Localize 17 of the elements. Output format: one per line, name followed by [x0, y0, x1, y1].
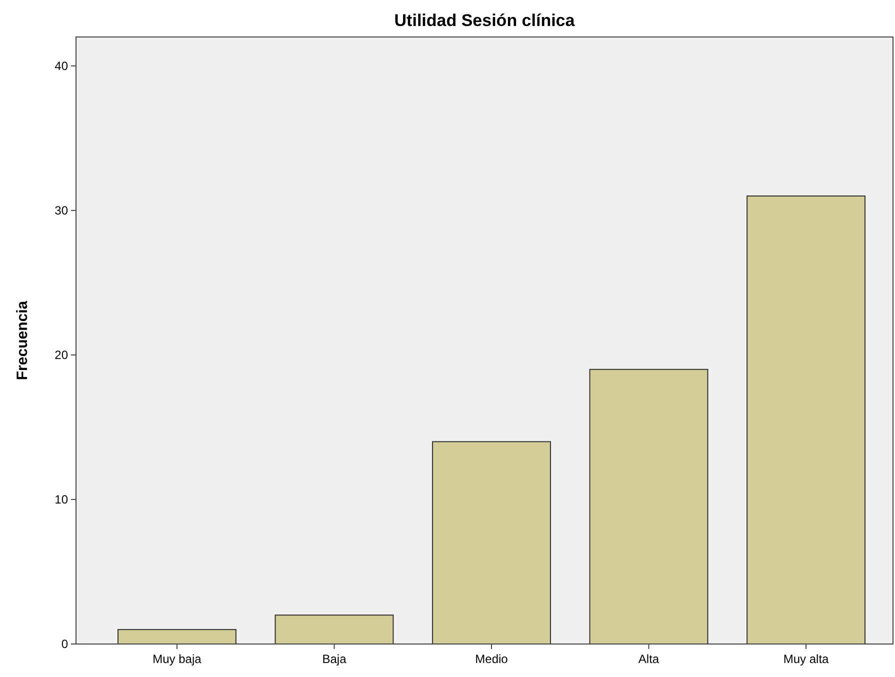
- bar: [118, 629, 236, 644]
- y-tick-label: 30: [54, 204, 68, 218]
- x-tick-label: Alta: [638, 652, 660, 666]
- y-tick-label: 10: [54, 492, 68, 507]
- x-tick-label: Muy baja: [152, 652, 202, 666]
- x-tick-label: Baja: [322, 652, 347, 666]
- x-tick-label: Muy alta: [783, 652, 830, 666]
- y-axis-title: Frecuencia: [14, 300, 31, 380]
- bar: [589, 368, 708, 644]
- y-tick-label: 0: [61, 637, 68, 652]
- chart-title: Utilidad Sesión clínica: [394, 11, 576, 30]
- x-tick-label: Medio: [475, 652, 508, 666]
- bar: [746, 195, 866, 644]
- y-tick-label: 20: [54, 348, 68, 362]
- bar: [432, 441, 551, 644]
- y-tick-label: 40: [54, 59, 68, 74]
- bar: [274, 614, 394, 644]
